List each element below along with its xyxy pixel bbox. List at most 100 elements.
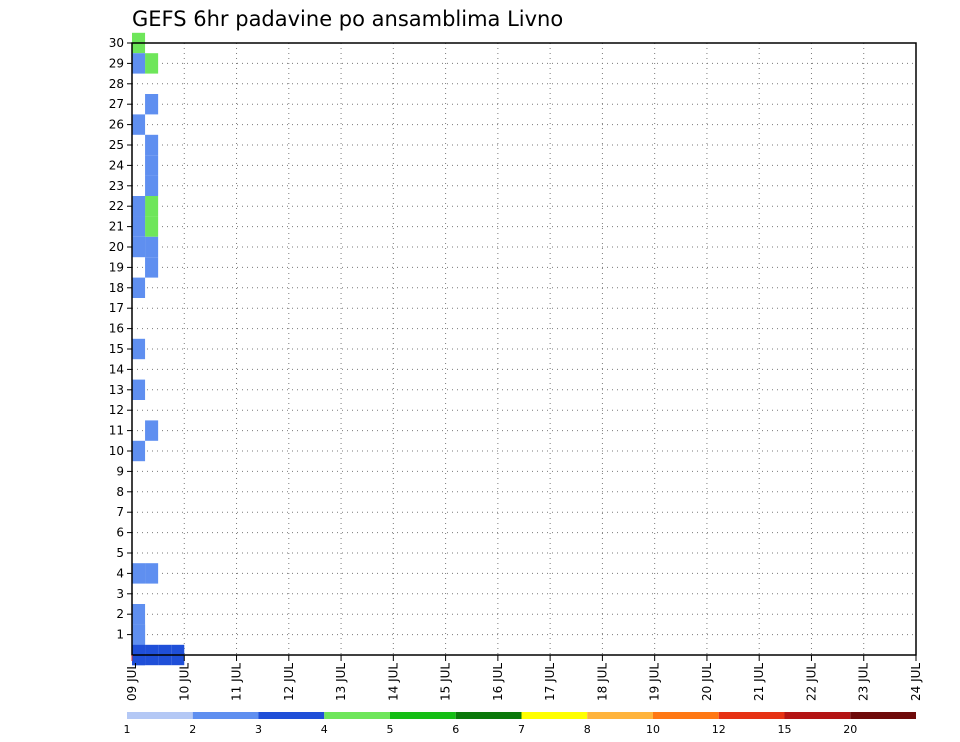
y-tick-label: 13 bbox=[109, 383, 124, 397]
y-tick-label: 27 bbox=[109, 97, 124, 111]
y-tick-label: 30 bbox=[109, 36, 124, 50]
x-tick-label: 20 JUL bbox=[700, 663, 714, 701]
y-tick-label: 19 bbox=[109, 260, 124, 274]
precip-cell bbox=[145, 420, 159, 441]
colorbar-label: 7 bbox=[518, 723, 525, 736]
precip-cell bbox=[132, 563, 146, 584]
precip-cell bbox=[132, 440, 146, 462]
colorbar-label: 15 bbox=[778, 723, 792, 736]
x-tick-label: 23 JUL bbox=[857, 663, 871, 701]
colorbar-swatch bbox=[521, 712, 588, 719]
y-tick-label: 23 bbox=[109, 179, 124, 193]
colorbar-label: 20 bbox=[843, 723, 857, 736]
y-tick-label: 24 bbox=[109, 158, 124, 172]
x-tick-label: 12 JUL bbox=[282, 663, 296, 701]
colorbar-swatch bbox=[587, 712, 653, 719]
x-tick-label: 18 JUL bbox=[595, 663, 609, 701]
colorbar: 1 2 3 4 5 6 7 8 10 12 15 20 bbox=[124, 712, 916, 736]
colorbar-swatch bbox=[258, 712, 325, 719]
y-tick-label: 15 bbox=[109, 342, 124, 356]
x-tick-label: 24 JUL bbox=[909, 663, 923, 701]
colorbar-label: 8 bbox=[584, 723, 591, 736]
x-tick-label: 15 JUL bbox=[439, 663, 453, 701]
y-tick-label: 25 bbox=[109, 138, 124, 152]
precip-cell bbox=[132, 338, 146, 360]
colorbar-label: 12 bbox=[712, 723, 726, 736]
y-tick-label: 21 bbox=[109, 220, 124, 234]
x-tick-label: 11 JUL bbox=[230, 663, 244, 701]
y-tick-label: 11 bbox=[109, 424, 124, 438]
x-tick-label: 21 JUL bbox=[752, 663, 766, 701]
precip-cell bbox=[145, 94, 159, 115]
colorbar-swatch bbox=[850, 712, 916, 719]
colorbar-label: 3 bbox=[255, 723, 262, 736]
y-tick-label: 6 bbox=[116, 526, 124, 540]
y-tick-label: 29 bbox=[109, 56, 124, 70]
y-tick-label: 9 bbox=[116, 464, 124, 478]
x-tick-label: 09 JUL bbox=[125, 663, 139, 701]
precip-cell bbox=[145, 563, 159, 584]
y-tick-label: 22 bbox=[109, 199, 124, 213]
colorbar-swatch bbox=[455, 712, 522, 719]
y-tick-label: 20 bbox=[109, 240, 124, 254]
colorbar-label: 5 bbox=[387, 723, 394, 736]
precip-cell bbox=[145, 53, 159, 74]
colorbar-swatch bbox=[390, 712, 456, 719]
colorbar-swatch bbox=[192, 712, 259, 719]
y-axis: 1234567891011121314151617181920212223242… bbox=[109, 36, 132, 642]
x-tick-label: 13 JUL bbox=[334, 663, 348, 701]
y-tick-label: 4 bbox=[116, 566, 124, 580]
precip-cell bbox=[132, 114, 146, 135]
y-tick-label: 10 bbox=[109, 444, 124, 458]
precip-cell bbox=[145, 216, 159, 237]
x-tick-label: 22 JUL bbox=[804, 663, 818, 701]
y-tick-label: 18 bbox=[109, 281, 124, 295]
y-tick-label: 3 bbox=[116, 587, 124, 601]
precip-cell bbox=[145, 134, 159, 156]
y-tick-label: 5 bbox=[116, 546, 124, 560]
precip-cell bbox=[132, 53, 146, 74]
colorbar-swatch bbox=[653, 712, 719, 719]
colorbar-swatch bbox=[784, 712, 851, 719]
colorbar-label: 10 bbox=[646, 723, 660, 736]
y-tick-label: 12 bbox=[109, 403, 124, 417]
y-tick-label: 1 bbox=[116, 628, 124, 642]
y-tick-label: 2 bbox=[116, 607, 124, 621]
grid-lines bbox=[131, 42, 917, 655]
precip-cell bbox=[145, 257, 159, 278]
y-tick-label: 28 bbox=[109, 77, 124, 91]
x-tick-label: 10 JUL bbox=[177, 663, 191, 701]
precip-cell bbox=[132, 624, 146, 645]
colorbar-swatch bbox=[127, 712, 193, 719]
precip-cell bbox=[132, 196, 146, 217]
x-axis: 09 JUL 10 JUL 11 JUL 12 JUL 13 JUL 14 JUL 15 J… bbox=[125, 655, 923, 701]
precip-cell bbox=[145, 155, 159, 176]
precip-cell bbox=[132, 236, 146, 258]
precip-cell bbox=[132, 277, 146, 298]
y-tick-label: 14 bbox=[109, 362, 124, 376]
plot-frame bbox=[131, 42, 917, 656]
x-tick-label: 16 JUL bbox=[491, 663, 505, 701]
y-tick-label: 26 bbox=[109, 118, 124, 132]
precip-cell bbox=[132, 379, 146, 400]
precip-cell bbox=[132, 604, 146, 625]
colorbar-label: 6 bbox=[452, 723, 459, 736]
precip-cell bbox=[145, 196, 159, 217]
y-tick-label: 17 bbox=[109, 301, 124, 315]
colorbar-label: 1 bbox=[124, 723, 131, 736]
precip-cell bbox=[145, 236, 159, 258]
x-tick-label: 19 JUL bbox=[648, 663, 662, 701]
precip-cell bbox=[132, 216, 146, 237]
x-tick-label: 14 JUL bbox=[386, 663, 400, 701]
colorbar-label: 4 bbox=[321, 723, 328, 736]
colorbar-label: 2 bbox=[189, 723, 196, 736]
x-tick-label: 17 JUL bbox=[543, 663, 557, 701]
precip-cell bbox=[145, 175, 159, 196]
y-tick-label: 16 bbox=[109, 322, 124, 336]
colorbar-swatch bbox=[324, 712, 390, 719]
y-tick-label: 8 bbox=[116, 485, 124, 499]
data-cells bbox=[132, 32, 185, 666]
colorbar-swatch bbox=[718, 712, 785, 719]
y-tick-label: 7 bbox=[116, 505, 124, 519]
